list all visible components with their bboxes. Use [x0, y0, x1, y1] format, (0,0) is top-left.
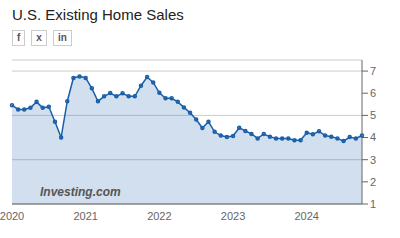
html-text:Investing.com: Investing.com — [40, 185, 121, 199]
svg-text:2: 2 — [370, 176, 376, 188]
svg-text:2024: 2024 — [294, 210, 318, 222]
svg-text:6: 6 — [370, 87, 376, 99]
svg-text:1: 1 — [370, 198, 376, 210]
html-text:f: f — [17, 32, 21, 43]
svg-text:2021: 2021 — [73, 210, 97, 222]
svg-text:5: 5 — [370, 109, 376, 121]
svg-text:7: 7 — [370, 65, 376, 77]
svg-text:3: 3 — [370, 154, 376, 166]
svg-text:2020: 2020 — [8, 210, 24, 222]
html-text:in: in — [57, 32, 67, 43]
html-text:U.S. Existing Home Sales: U.S. Existing Home Sales — [12, 6, 184, 23]
html-text:x: x — [36, 32, 42, 43]
svg-text:4: 4 — [370, 131, 376, 143]
svg-text:2022: 2022 — [147, 210, 171, 222]
svg-text:2023: 2023 — [221, 210, 245, 222]
